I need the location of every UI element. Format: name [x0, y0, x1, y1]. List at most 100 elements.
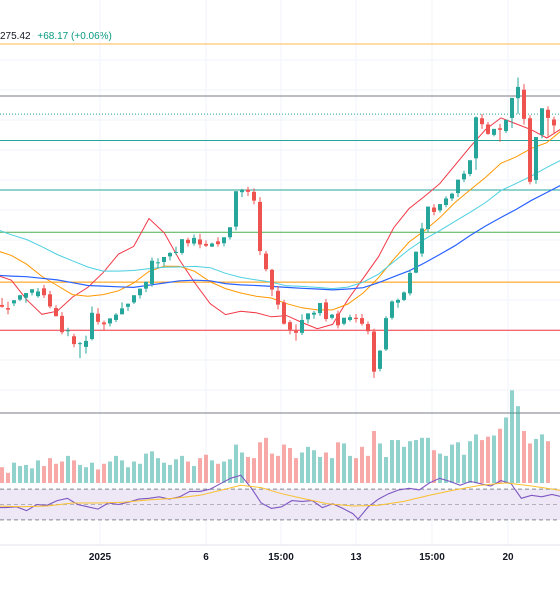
candle-57	[336, 310, 340, 329]
candle-49	[288, 320, 292, 335]
volume-bar-11	[60, 461, 64, 483]
candle-body-22	[126, 303, 130, 307]
candle-body-13	[72, 336, 76, 345]
volume-bar-73	[432, 450, 436, 483]
volume-bar-87	[516, 406, 520, 483]
candle-body-81	[480, 118, 484, 125]
candle-44	[258, 197, 262, 256]
volume-bar-51	[300, 452, 304, 483]
candle-24	[138, 288, 142, 299]
volume-bar-30	[174, 459, 178, 483]
candle-body-47	[276, 290, 280, 305]
candle-34	[198, 233, 202, 249]
candle-body-9	[48, 294, 52, 307]
candle-body-14	[78, 343, 82, 345]
candle-body-8	[42, 288, 46, 296]
candle-body-4	[18, 295, 22, 300]
candle-body-90	[534, 137, 538, 180]
rsi-ma-line	[0, 482, 560, 508]
candle-82	[486, 121, 490, 135]
candle-41	[240, 188, 244, 198]
ma-slow-line	[0, 160, 560, 290]
volume-bar-19	[108, 461, 112, 483]
volume-bar-64	[378, 443, 382, 483]
candle-body-61	[360, 318, 364, 324]
volume-bar-18	[102, 463, 106, 483]
candle-body-33	[192, 237, 196, 244]
volume-bar-47	[276, 455, 280, 483]
candle-67	[396, 298, 400, 308]
volume-bar-59	[348, 455, 352, 483]
candle-29	[168, 252, 172, 261]
candle-body-27	[156, 262, 160, 264]
candle-body-70	[414, 251, 418, 273]
candle-13	[72, 333, 76, 348]
candle-40	[234, 191, 238, 231]
volume-bar-89	[528, 443, 532, 483]
candle-body-39	[228, 227, 232, 238]
candle-61	[360, 314, 364, 326]
candle-83	[492, 128, 496, 137]
candle-11	[60, 312, 64, 335]
candle-body-17	[96, 313, 100, 322]
volume-bar-57	[336, 442, 340, 483]
candle-51	[300, 314, 304, 336]
x-tick-label-2: 15:00	[268, 552, 294, 563]
volume-bar-76	[450, 444, 454, 483]
volume-bar-8	[42, 466, 46, 483]
candle-body-36	[210, 243, 214, 247]
volume-bar-74	[438, 453, 442, 483]
candle-body-67	[396, 299, 400, 303]
candle-body-35	[204, 243, 208, 246]
candle-31	[180, 239, 184, 255]
volume-bar-17	[96, 469, 100, 483]
candle-21	[120, 302, 124, 315]
volume-bar-24	[138, 463, 142, 483]
volume-bar-16	[90, 462, 94, 483]
volume-bar-88	[522, 431, 526, 483]
candle-90	[534, 137, 538, 184]
volume-bar-34	[198, 458, 202, 483]
volume-bar-21	[120, 460, 124, 483]
volume-bar-27	[156, 458, 160, 483]
candle-body-10	[54, 308, 58, 317]
candle-body-55	[324, 302, 328, 320]
volume-bar-39	[228, 459, 232, 483]
price-header: 275.42 +68.17 (+0.06%)	[0, 31, 112, 42]
candle-body-19	[108, 318, 112, 324]
candle-body-53	[312, 312, 316, 315]
candle-62	[366, 321, 370, 335]
candle-23	[132, 295, 136, 304]
candle-22	[126, 303, 130, 311]
candle-42	[246, 186, 250, 196]
candle-body-54	[318, 303, 322, 314]
candle-64	[378, 350, 382, 372]
candle-body-50	[294, 330, 298, 333]
candle-body-79	[468, 160, 472, 174]
candle-18	[102, 320, 106, 330]
candle-88	[522, 84, 526, 125]
candle-39	[228, 227, 232, 240]
candle-body-91	[540, 108, 544, 135]
candle-body-74	[438, 204, 442, 211]
volume-bar-4	[18, 466, 22, 483]
candle-body-59	[348, 317, 352, 320]
candle-75	[444, 196, 448, 208]
candle-52	[306, 313, 310, 324]
candle-58	[342, 317, 346, 326]
candle-body-58	[342, 317, 346, 324]
volume-bar-35	[204, 454, 208, 483]
candle-63	[372, 328, 376, 378]
candle-body-60	[354, 317, 358, 320]
volume-bar-86	[510, 390, 514, 483]
volume-bar-40	[234, 444, 238, 483]
candle-46	[270, 268, 274, 297]
candle-body-83	[492, 128, 496, 135]
volume-bar-52	[306, 446, 310, 483]
volume-layer	[0, 390, 550, 483]
volume-bar-55	[324, 452, 328, 483]
candle-71	[420, 222, 424, 257]
volume-bar-12	[66, 455, 70, 483]
